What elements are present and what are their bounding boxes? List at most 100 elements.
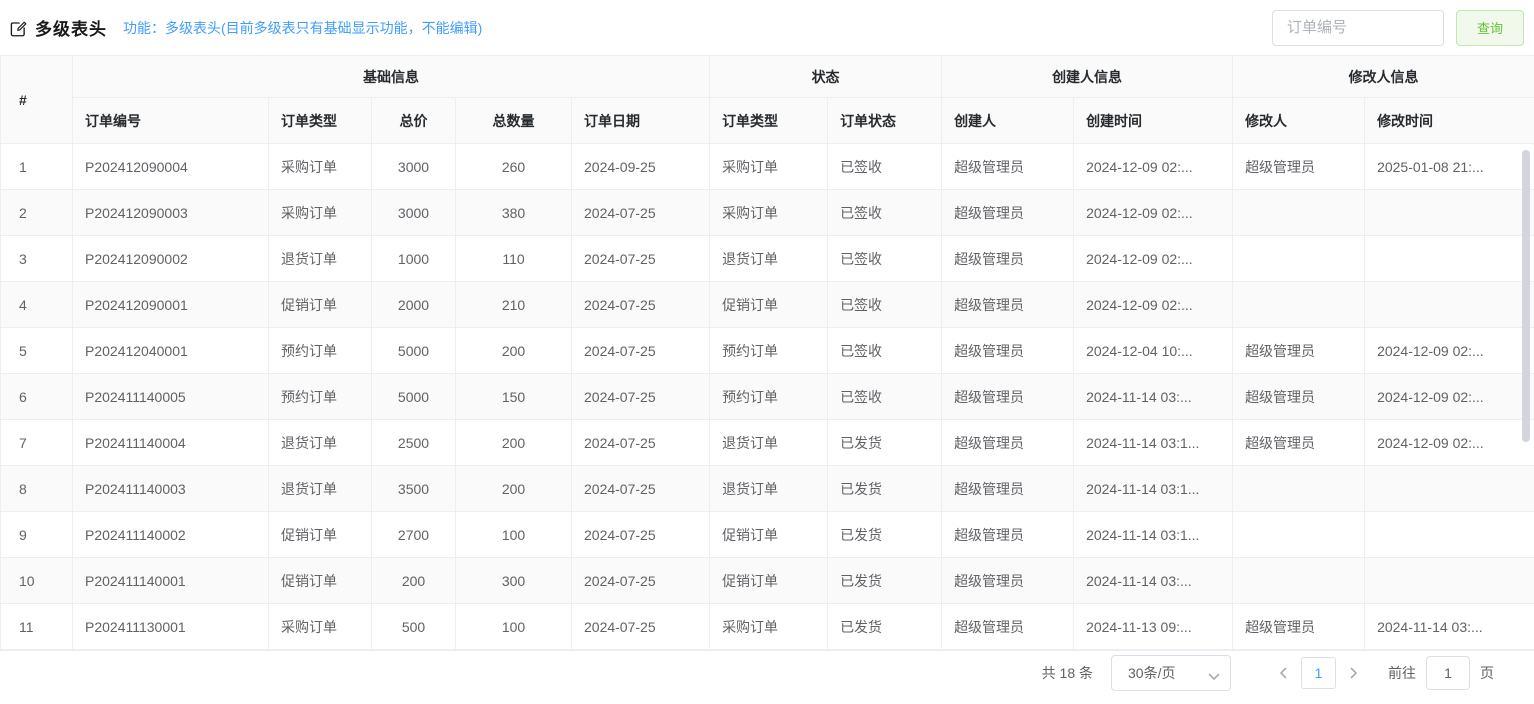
table-cell: [1364, 235, 1534, 282]
chevron-down-icon: [1208, 669, 1220, 685]
table-cell: [1364, 281, 1534, 328]
table-cell: 已签收: [827, 327, 943, 374]
group-header: 基础信息: [71, 55, 711, 98]
table-cell: 促销订单: [709, 557, 829, 604]
table-cell: [1232, 511, 1366, 558]
table-cell: 2500: [371, 419, 456, 466]
page-subtitle: 功能：多级表头(目前多级表只有基础显示功能，不能编辑): [123, 19, 483, 36]
search-button[interactable]: 查询: [1456, 9, 1524, 46]
table-cell: 110: [455, 235, 572, 282]
table-cell: 2000: [371, 281, 456, 328]
table-cell: 2024-07-25: [570, 419, 711, 466]
table-cell: 2024-12-09 02:...: [1073, 281, 1234, 328]
table-cell: 采购订单: [268, 603, 372, 650]
column-header: 创建人: [941, 97, 1075, 144]
column-header: 订单日期: [570, 97, 711, 144]
column-header: 订单类型: [709, 97, 829, 144]
table-cell: 已发货: [827, 557, 943, 604]
table-cell: 采购订单: [709, 143, 829, 190]
table-cell: [1232, 281, 1366, 328]
table-cell: 200: [455, 465, 572, 512]
table-cell: 促销订单: [709, 281, 829, 328]
row-index-cell: 2: [0, 189, 73, 236]
table-body: 1 P202412090004 采购订单 3000 260 2024-09-25 采购订单已…: [0, 143, 1534, 650]
page-title: 多级表头: [35, 20, 107, 39]
table-cell: 2024-12-09 02:...: [1073, 235, 1234, 282]
table-cell: P202411140002: [72, 511, 269, 558]
table-cell: 150: [455, 373, 572, 420]
table-cell: 已签收: [827, 143, 943, 190]
table-cell: [1232, 557, 1366, 604]
table-cell: 已签收: [827, 373, 943, 420]
next-page-button[interactable]: [1342, 657, 1366, 689]
table-cell: 促销订单: [268, 557, 372, 604]
table-row: 7 P202411140004 退货订单 2500 200 2024-07-25 退货订单已…: [0, 419, 1534, 466]
table-cell: [1364, 557, 1534, 604]
goto-page-unit: 页: [1480, 665, 1494, 681]
table-cell: 2025-01-08 21:...: [1364, 143, 1534, 190]
table-cell: 超级管理员: [1232, 373, 1366, 420]
table-cell: 超级管理员: [941, 511, 1075, 558]
table-cell: P202412090002: [72, 235, 269, 282]
table-cell: P202411140004: [72, 419, 269, 466]
table-cell: 超级管理员: [941, 373, 1075, 420]
prev-page-button[interactable]: [1271, 657, 1295, 689]
table-cell: 100: [455, 511, 572, 558]
table-cell: 2024-07-25: [570, 557, 711, 604]
table-cell: 促销订单: [268, 281, 372, 328]
row-index-cell: 8: [0, 465, 73, 512]
table-cell: 5000: [371, 373, 456, 420]
table-cell: [1232, 465, 1366, 512]
group-header: 修改人信息: [1232, 55, 1534, 98]
group-header: 状态: [709, 55, 943, 98]
table-cell: 超级管理员: [1232, 143, 1366, 190]
table-cell: [1232, 189, 1366, 236]
orders-table: # 基础信息 状态 创建人信息 修改人信息 订单编号 订单类型 总价 总数量 订单日期 订单类型 订单…: [0, 55, 1534, 651]
table-cell: 超级管理员: [1232, 327, 1366, 374]
goto-page-input[interactable]: [1426, 656, 1470, 690]
column-header: 创建时间: [1073, 97, 1234, 144]
table-cell: 3000: [371, 189, 456, 236]
table-cell: 超级管理员: [941, 143, 1075, 190]
table-cell: P202411140001: [72, 557, 269, 604]
table-cell: 退货订单: [709, 465, 829, 512]
table-cell: 超级管理员: [1232, 603, 1366, 650]
group-header: 创建人信息: [941, 55, 1234, 98]
page-size-value: 30条/页: [1128, 665, 1176, 681]
table-cell: 300: [455, 557, 572, 604]
table-cell: 2024-07-25: [570, 327, 711, 374]
order-number-search-input[interactable]: [1272, 9, 1444, 46]
table-cell: 已签收: [827, 189, 943, 236]
edit-icon: [9, 20, 27, 38]
page-size-select[interactable]: 30条/页: [1111, 655, 1231, 691]
table-row: 2 P202412090003 采购订单 3000 380 2024-07-25 采购订单已…: [0, 189, 1534, 236]
table-cell: 超级管理员: [1232, 419, 1366, 466]
table-cell: P202412090003: [72, 189, 269, 236]
table-cell: 退货订单: [709, 419, 829, 466]
table-cell: P202412040001: [72, 327, 269, 374]
table-cell: 2024-07-25: [570, 511, 711, 558]
index-column-header: #: [0, 55, 73, 144]
table-cell: 100: [455, 603, 572, 650]
row-index-cell: 6: [0, 373, 73, 420]
table-cell: 已发货: [827, 465, 943, 512]
row-index-cell: 7: [0, 419, 73, 466]
table-cell: 2700: [371, 511, 456, 558]
table-cell: 2024-11-13 09:...: [1073, 603, 1234, 650]
column-header: 修改时间: [1364, 97, 1534, 144]
vertical-scrollbar-thumb[interactable]: [1522, 150, 1530, 442]
page-number-button[interactable]: 1: [1301, 657, 1336, 689]
table-row: 6 P202411140005 预约订单 5000 150 2024-07-25 预约订单已…: [0, 373, 1534, 420]
column-header: 订单类型: [268, 97, 372, 144]
table-cell: 退货订单: [268, 419, 372, 466]
table-row: 5 P202412040001 预约订单 5000 200 2024-07-25 预约订单已…: [0, 327, 1534, 374]
table-cell: 2024-07-25: [570, 189, 711, 236]
table-cell: 3500: [371, 465, 456, 512]
table-row: 4 P202412090001 促销订单 2000 210 2024-07-25 促销订单已…: [0, 281, 1534, 328]
table-cell: 超级管理员: [941, 465, 1075, 512]
table-cell: 200: [371, 557, 456, 604]
column-header: 总数量: [455, 97, 572, 144]
table-cell: 超级管理员: [941, 189, 1075, 236]
table-cell: 2024-07-25: [570, 373, 711, 420]
table-cell: 2024-11-14 03:1...: [1073, 465, 1234, 512]
